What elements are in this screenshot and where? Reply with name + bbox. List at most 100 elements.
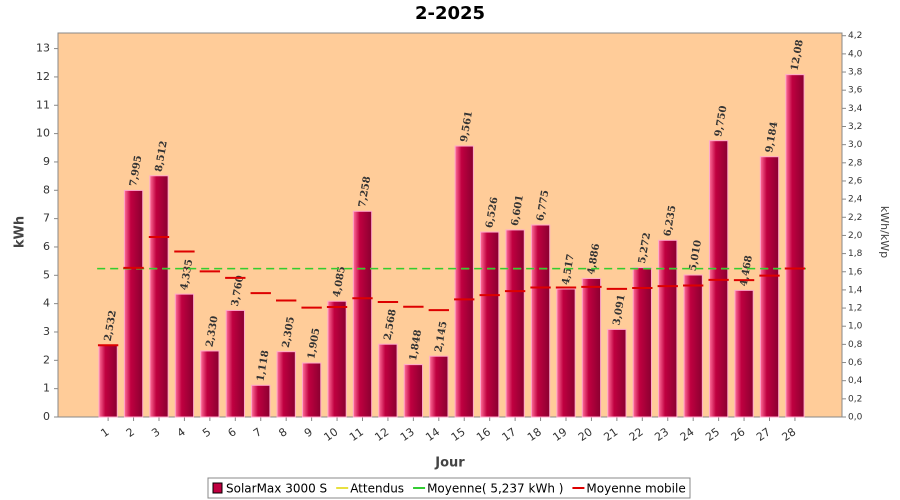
y2-tick-label: 0,6 (848, 358, 863, 368)
y2-tick-label: 0,8 (848, 340, 863, 350)
x-tick-label: 26 (729, 425, 748, 444)
value-label: 5,010 (688, 239, 704, 272)
y2-tick-label: 4,2 (848, 31, 862, 41)
bar (327, 300, 347, 418)
x-axis-label: Jour (434, 456, 465, 471)
value-label: 7,995 (128, 155, 144, 188)
bar (480, 231, 500, 418)
value-label: 4,335 (179, 258, 195, 291)
y2-tick-label: 1,0 (848, 322, 863, 332)
bar (123, 189, 144, 418)
value-label: 2,305 (281, 316, 297, 349)
x-tick-label: 7 (251, 425, 264, 440)
x-tick-label: 9 (302, 425, 315, 440)
x-tick-label: 21 (601, 425, 620, 444)
bar (403, 364, 424, 418)
x-tick-label: 19 (551, 425, 570, 444)
x-tick-label: 16 (474, 425, 493, 444)
x-tick-label: 25 (703, 425, 722, 444)
x-tick-label: 12 (372, 425, 391, 444)
y-tick-label: 2 (43, 353, 50, 366)
bar (149, 175, 169, 418)
bar (505, 229, 525, 418)
bar (98, 344, 118, 418)
value-label: 2,330 (204, 315, 220, 348)
value-label: 6,775 (535, 189, 551, 222)
y2-tick-label: 2,4 (848, 195, 863, 205)
x-tick-label: 3 (149, 425, 162, 440)
value-label: 3,760 (230, 275, 246, 308)
value-label: 2,145 (433, 320, 449, 353)
legend-swatch (212, 482, 223, 494)
y-tick-label: 4 (43, 297, 50, 310)
bar (200, 350, 220, 418)
value-label: 6,235 (662, 204, 678, 237)
bar (785, 74, 805, 418)
bar (251, 384, 271, 418)
bar (174, 293, 195, 418)
value-label: 6,601 (510, 194, 526, 227)
value-label: 1,848 (408, 329, 424, 362)
y-tick-label: 12 (36, 70, 50, 83)
value-label: 4,085 (332, 265, 348, 298)
bar (378, 343, 398, 418)
y-tick-label: 7 (43, 212, 50, 225)
y2-tick-label: 1,2 (848, 304, 862, 314)
x-tick-label: 5 (200, 425, 213, 440)
x-tick-label: 27 (754, 425, 773, 444)
y2-tick-label: 3,0 (848, 140, 863, 150)
bar (225, 309, 245, 418)
x-tick-label: 2 (124, 425, 137, 440)
value-label: 9,184 (764, 121, 780, 154)
bar (607, 328, 627, 418)
y2-tick-label: 2,8 (848, 158, 863, 168)
legend-label: Attendus (350, 482, 404, 496)
y-tick-label: 0 (43, 410, 50, 423)
x-tick-label: 20 (576, 425, 595, 444)
bar (301, 362, 322, 418)
value-label: 12,08 (790, 39, 806, 72)
y2-tick-label: 1,4 (848, 285, 863, 295)
x-tick-label: 13 (398, 425, 417, 444)
y-axis-label: kWh (13, 216, 28, 248)
x-tick-label: 14 (423, 425, 442, 444)
y2-tick-label: 3,8 (848, 68, 863, 78)
y-tick-label: 9 (43, 155, 50, 168)
bar (658, 239, 678, 418)
x-tick-label: 4 (175, 425, 188, 440)
x-tick-label: 22 (627, 425, 646, 444)
y2-tick-label: 1,8 (848, 249, 863, 259)
value-label: 2,568 (383, 308, 399, 341)
bar (734, 289, 754, 418)
bar (352, 210, 373, 418)
value-label: 1,118 (255, 349, 271, 382)
x-tick-label: 18 (525, 425, 544, 444)
y-tick-label: 3 (43, 325, 50, 338)
legend (207, 477, 691, 499)
y2-tick-label: 0,4 (848, 376, 863, 386)
y2-tick-label: 0,2 (848, 394, 862, 404)
y2-tick-label: 3,6 (848, 86, 863, 96)
bar (530, 224, 551, 418)
bar (683, 274, 703, 418)
value-label: 4,886 (586, 243, 602, 276)
x-tick-label: 10 (322, 425, 341, 444)
legend-label: SolarMax 3000 S (226, 482, 327, 496)
value-label: 1,905 (306, 327, 322, 360)
x-tick-label: 11 (347, 425, 366, 444)
bar (632, 267, 652, 418)
value-label: 2,532 (103, 309, 119, 342)
y2-axis-label: kWh/kWp (878, 206, 891, 258)
chart-title: 2-2025 (415, 3, 485, 24)
x-tick-label: 8 (276, 425, 289, 440)
y-tick-label: 10 (36, 127, 50, 140)
y-tick-label: 8 (43, 183, 50, 196)
legend-label: Moyenne( 5,237 kWh ) (427, 482, 563, 496)
value-label: 5,272 (637, 232, 653, 265)
y-tick-label: 13 (36, 42, 50, 55)
legend-label: Moyenne mobile (586, 482, 685, 496)
x-tick-label: 1 (98, 425, 111, 440)
y2-tick-label: 3,2 (848, 122, 862, 132)
value-label: 3,091 (611, 294, 627, 327)
